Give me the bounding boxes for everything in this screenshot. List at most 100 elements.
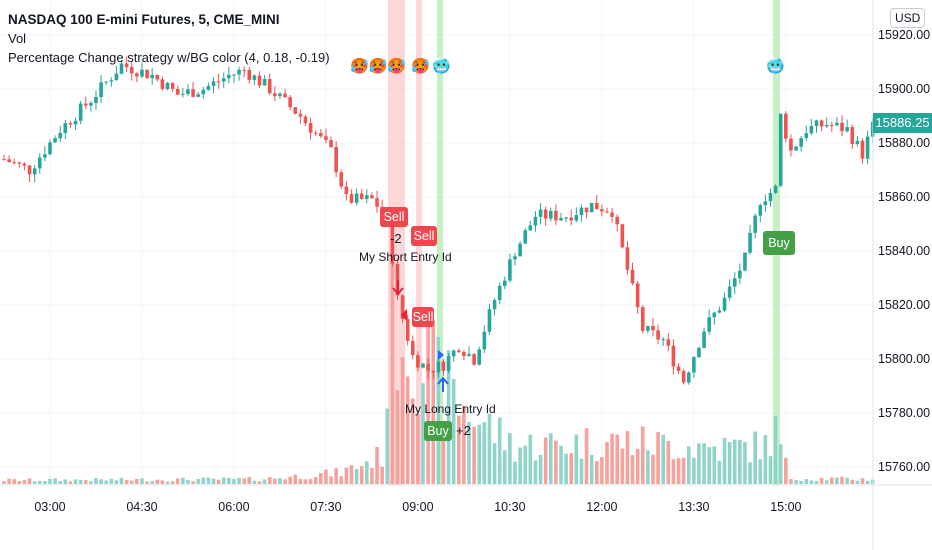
volume-bar	[646, 450, 650, 484]
volume-bar	[681, 457, 686, 484]
volume-bar	[456, 415, 461, 484]
candle	[753, 215, 757, 233]
candle	[278, 93, 282, 97]
volume-bar	[191, 481, 195, 484]
candle	[600, 209, 604, 212]
candle	[201, 89, 206, 95]
strategy-indicator-label[interactable]: Percentage Change strategy w/BG color (4…	[8, 50, 330, 65]
long-entry-id: My Long Entry Id	[405, 402, 496, 416]
volume-bar	[763, 435, 768, 484]
volume-bar	[83, 480, 88, 484]
candle	[528, 225, 533, 231]
candle	[702, 331, 706, 348]
hot-face-emoji-group: 🥵🥵🥵	[350, 58, 407, 75]
candle	[339, 172, 344, 187]
volume-bar	[58, 480, 63, 484]
candle	[789, 138, 793, 151]
volume-bar	[273, 478, 277, 484]
volume-bar	[564, 453, 568, 484]
volume-bar	[385, 408, 390, 484]
volume-bar	[221, 477, 226, 484]
volume-bar	[656, 431, 660, 484]
volume-bar	[421, 383, 425, 484]
volume-bar	[441, 425, 446, 484]
volume-bar	[671, 459, 676, 484]
candle	[732, 278, 737, 287]
volume-bar	[405, 376, 410, 484]
candle	[441, 361, 446, 371]
volume-bar	[344, 467, 349, 484]
candle	[354, 193, 359, 203]
volume-bar	[758, 459, 763, 484]
candle	[94, 97, 98, 103]
volume-bar	[865, 480, 870, 484]
candle	[610, 212, 614, 217]
candle	[370, 195, 374, 199]
volume-bar	[298, 478, 303, 484]
candle	[814, 120, 819, 127]
candle	[165, 82, 170, 89]
candle	[262, 79, 267, 86]
volume-bar	[574, 434, 579, 484]
volume-bar	[349, 465, 354, 484]
volume-bar	[313, 477, 318, 484]
time-tick-label: 06:00	[218, 500, 250, 514]
volume-bar	[523, 445, 528, 484]
volume-bar	[242, 478, 246, 484]
candle	[329, 140, 333, 148]
volume-bar	[436, 336, 441, 484]
candle	[554, 210, 558, 221]
volume-bar	[482, 422, 487, 484]
candle	[492, 300, 497, 310]
volume-bar	[329, 476, 333, 484]
volume-bar	[702, 443, 706, 484]
volume-bar	[262, 479, 267, 484]
candle	[640, 307, 645, 331]
candle	[860, 140, 865, 159]
volume-bar	[651, 454, 655, 484]
candle	[855, 140, 860, 145]
volume-bar	[129, 480, 134, 484]
long-arrow-up-icon	[437, 376, 449, 392]
candle	[48, 142, 52, 155]
currency-button[interactable]: USD	[890, 8, 926, 28]
candle	[712, 312, 717, 318]
volume-bar	[7, 478, 11, 484]
candle	[472, 354, 476, 365]
candle	[63, 123, 68, 134]
candle	[405, 319, 410, 341]
candle	[497, 285, 502, 301]
candle	[83, 103, 88, 106]
candle	[247, 70, 252, 80]
candle	[845, 127, 849, 132]
time-tick-label: 10:30	[494, 500, 526, 514]
candle	[508, 259, 512, 281]
buy-signal-label: Buy	[424, 421, 452, 441]
volume-bar	[89, 481, 93, 484]
volume-bar	[497, 417, 502, 484]
volume-bar	[288, 476, 292, 484]
volume-bar	[533, 460, 538, 484]
volume-bar	[400, 356, 405, 484]
price-tick-label: 15880.00	[878, 136, 931, 150]
candle	[794, 146, 798, 151]
candle	[145, 69, 149, 79]
symbol-title[interactable]: NASDAQ 100 E-mini Futures, 5, CME_MINI	[8, 12, 280, 27]
candle	[150, 74, 154, 79]
candle	[175, 88, 180, 95]
volume-bar	[472, 426, 476, 484]
price-tick-label: 15900.00	[878, 82, 931, 96]
candle	[850, 127, 855, 145]
candle	[446, 356, 451, 371]
price-tick-label: 15780.00	[878, 406, 931, 420]
volume-bar	[594, 461, 599, 484]
volume-bar	[528, 434, 533, 484]
candle	[564, 217, 568, 219]
volume-bar	[124, 479, 129, 484]
hot-face-emoji: 🥵	[411, 58, 430, 75]
volume-bar	[502, 450, 507, 484]
time-tick-label: 07:30	[310, 500, 342, 514]
volume-bar	[416, 414, 420, 484]
volume-indicator-label[interactable]: Vol	[8, 31, 27, 46]
